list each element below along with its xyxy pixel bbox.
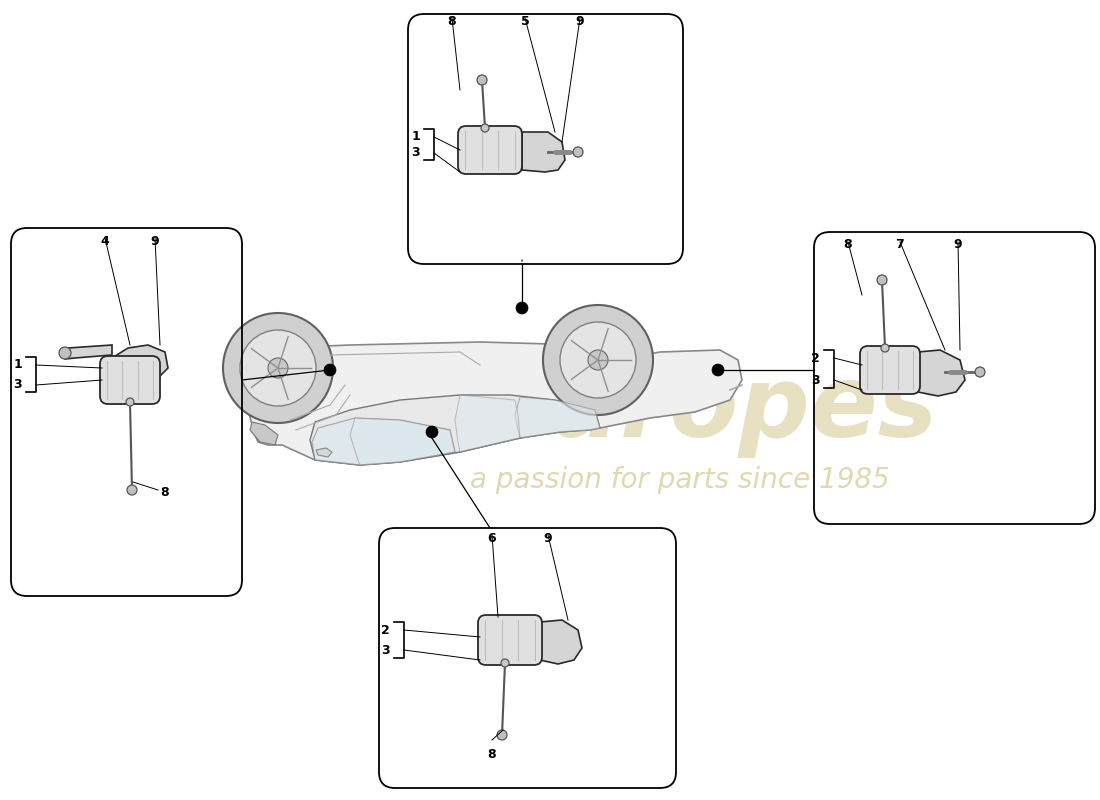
Text: a passion for parts since 1985: a passion for parts since 1985: [470, 466, 890, 494]
Polygon shape: [918, 350, 965, 396]
Text: 1: 1: [411, 130, 420, 143]
Polygon shape: [316, 448, 332, 457]
Polygon shape: [310, 395, 600, 465]
Text: 3: 3: [411, 146, 420, 159]
Circle shape: [516, 302, 528, 314]
Polygon shape: [515, 397, 600, 438]
Text: europes: europes: [482, 362, 938, 458]
Text: 3: 3: [13, 378, 22, 391]
FancyBboxPatch shape: [860, 346, 920, 394]
Polygon shape: [312, 418, 455, 465]
Polygon shape: [250, 422, 278, 445]
Polygon shape: [540, 620, 582, 664]
Circle shape: [126, 485, 138, 495]
Text: 8: 8: [448, 15, 456, 28]
Text: 2: 2: [812, 351, 820, 365]
Text: 9: 9: [575, 15, 584, 28]
Polygon shape: [350, 418, 455, 465]
Circle shape: [223, 313, 333, 423]
Circle shape: [543, 305, 653, 415]
FancyBboxPatch shape: [100, 356, 160, 404]
Circle shape: [881, 344, 889, 352]
Circle shape: [477, 75, 487, 85]
Circle shape: [975, 367, 984, 377]
Text: 9: 9: [954, 238, 962, 251]
Circle shape: [240, 330, 316, 406]
Circle shape: [497, 730, 507, 740]
Text: 3: 3: [382, 643, 390, 657]
Circle shape: [712, 364, 724, 376]
Text: 8: 8: [160, 486, 168, 498]
Circle shape: [268, 358, 288, 378]
Text: 9: 9: [543, 532, 552, 545]
Text: 3: 3: [812, 374, 820, 386]
Polygon shape: [522, 132, 565, 172]
Text: 5: 5: [520, 15, 529, 28]
Circle shape: [59, 347, 72, 359]
Circle shape: [324, 364, 336, 376]
Polygon shape: [230, 342, 743, 465]
Circle shape: [573, 147, 583, 157]
Circle shape: [877, 275, 887, 285]
Polygon shape: [62, 345, 112, 359]
Circle shape: [126, 398, 134, 406]
Text: 6: 6: [487, 532, 496, 545]
Circle shape: [481, 124, 490, 132]
Text: 8: 8: [844, 238, 852, 251]
Circle shape: [588, 350, 608, 370]
Circle shape: [500, 659, 509, 667]
Text: 2: 2: [382, 623, 390, 637]
Polygon shape: [112, 345, 168, 382]
Text: 4: 4: [100, 235, 109, 248]
Polygon shape: [455, 395, 520, 452]
FancyBboxPatch shape: [458, 126, 522, 174]
Circle shape: [560, 322, 636, 398]
Text: 7: 7: [895, 238, 904, 251]
Text: 9: 9: [151, 235, 160, 248]
Circle shape: [426, 426, 438, 438]
Text: 1: 1: [13, 358, 22, 371]
FancyBboxPatch shape: [478, 615, 542, 665]
Text: 8: 8: [487, 748, 496, 761]
